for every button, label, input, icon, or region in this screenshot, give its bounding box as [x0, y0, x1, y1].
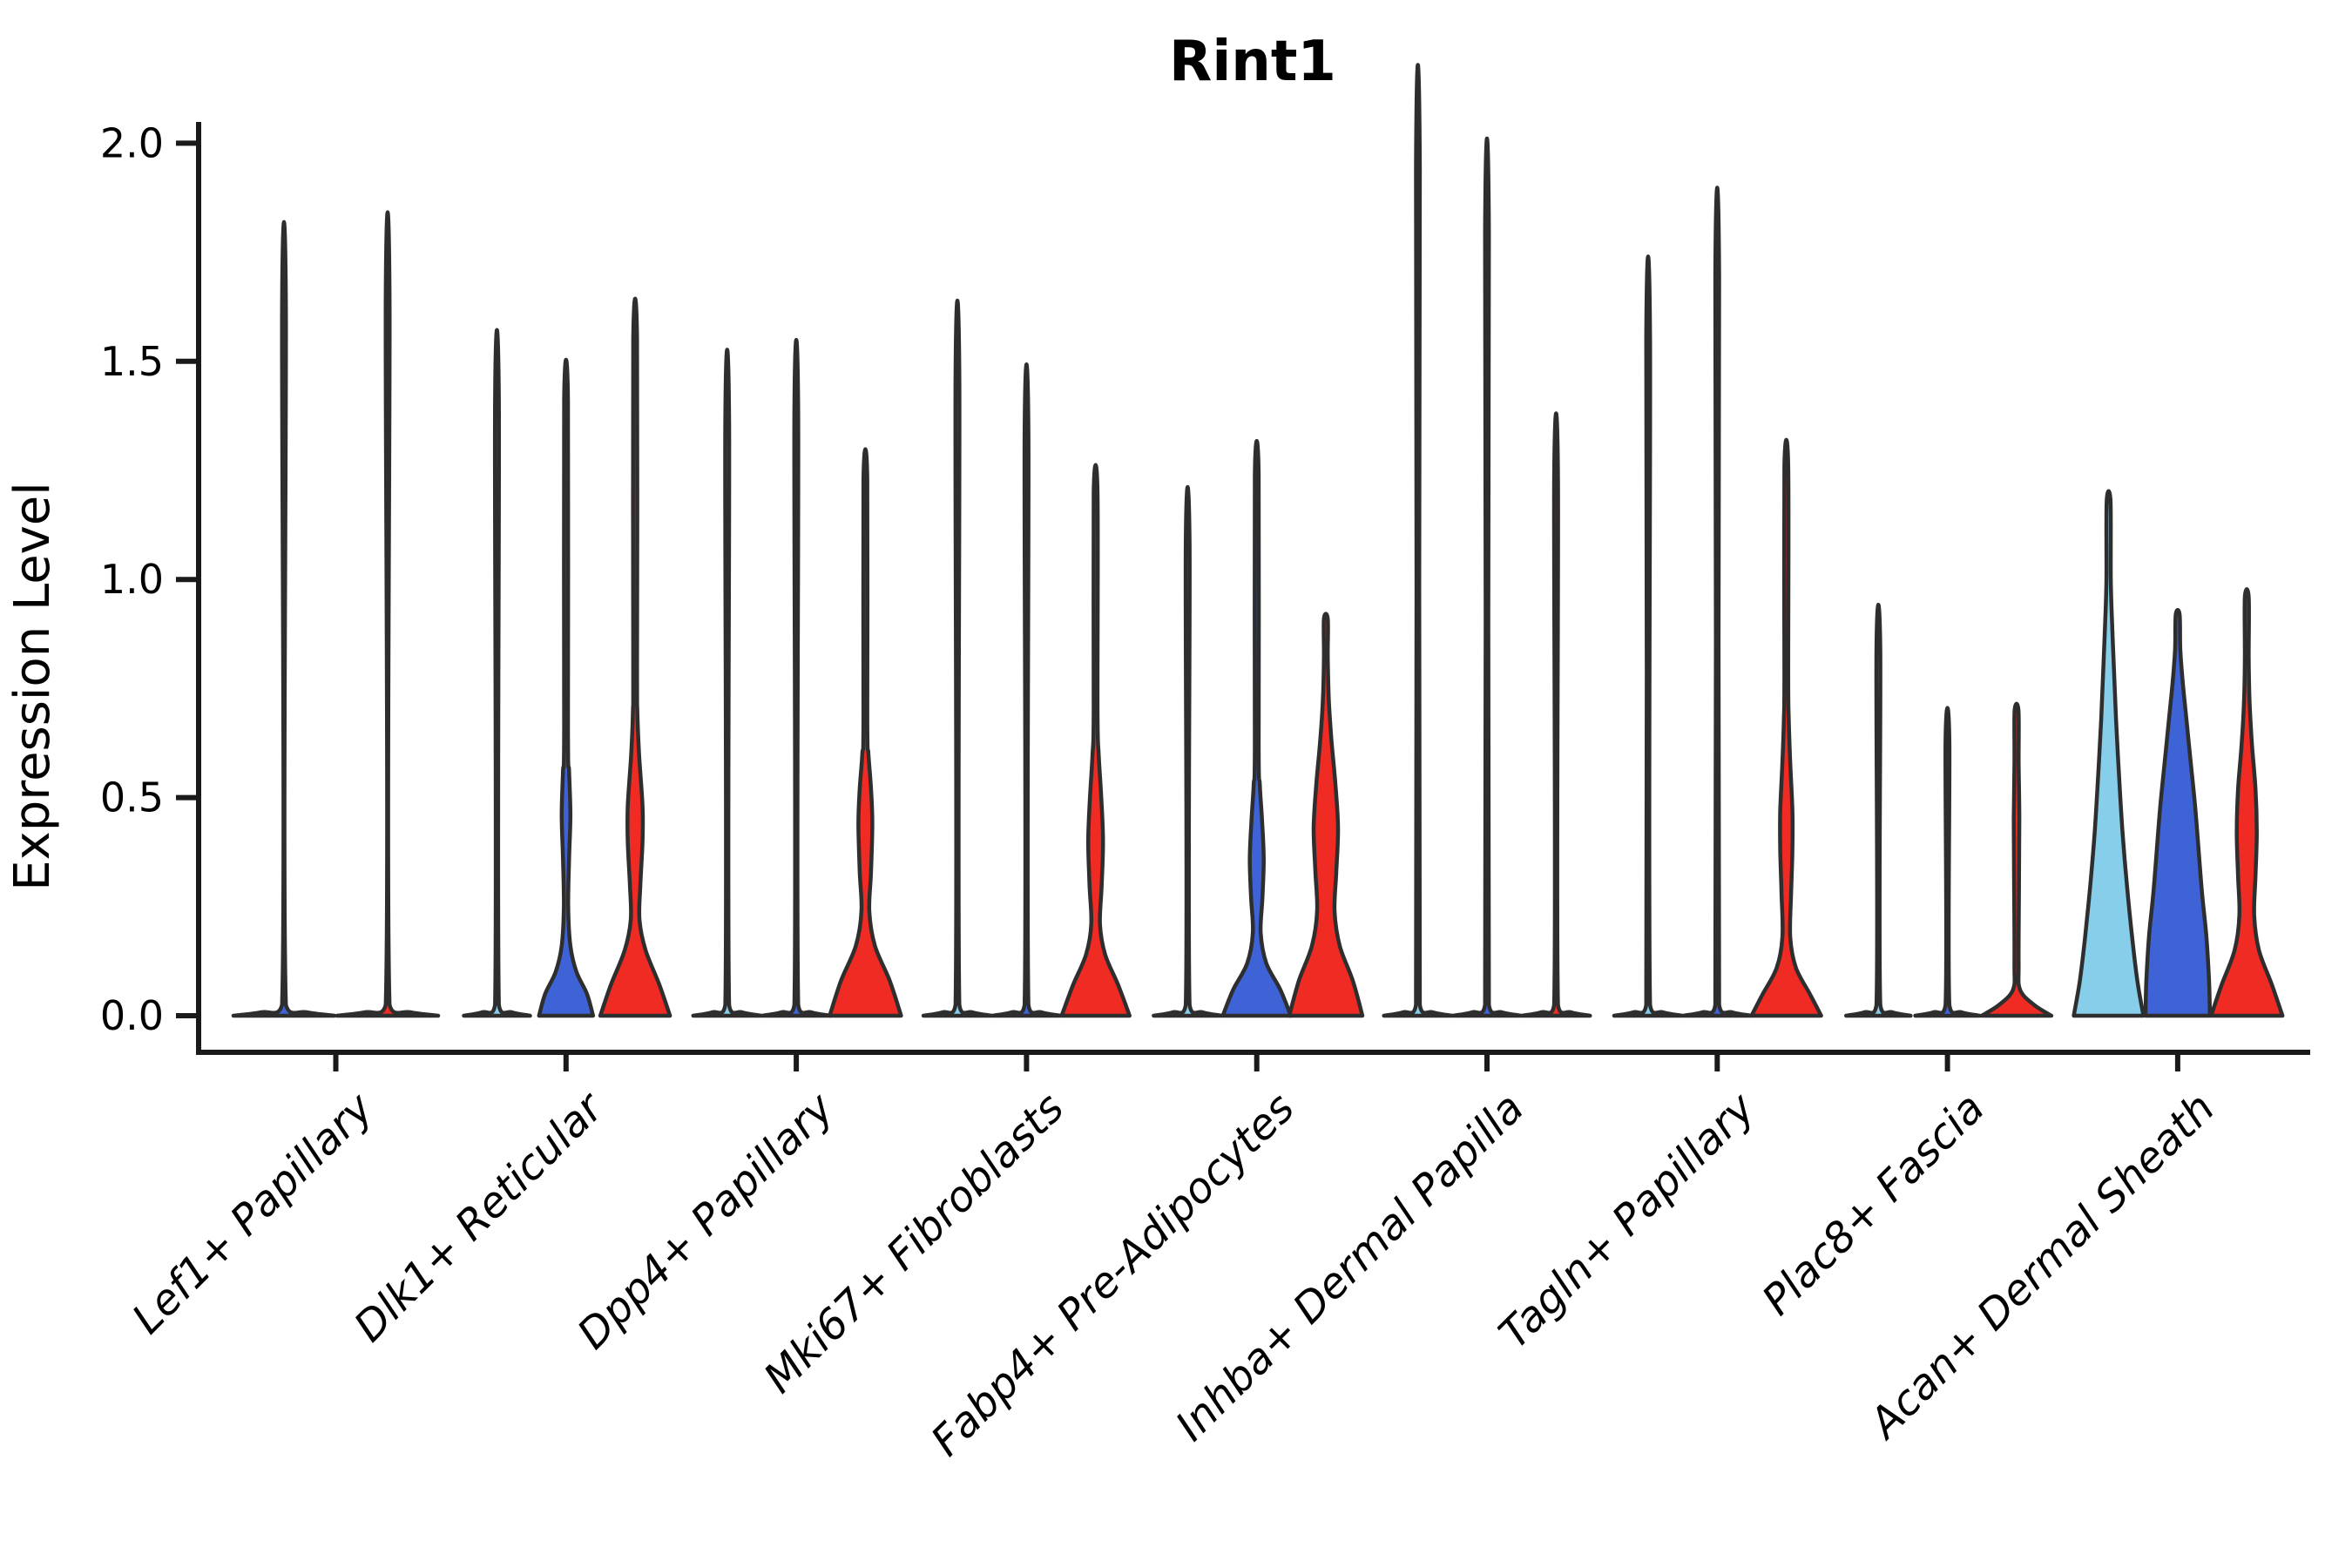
y-tick-label: 0.5	[100, 774, 164, 821]
y-tick-label: 2.0	[100, 119, 164, 166]
violin-group	[231, 210, 441, 1018]
violin-red	[828, 447, 903, 1018]
plot-title: Rint1	[1169, 30, 1336, 94]
violin-group	[2072, 489, 2285, 1018]
violin-group	[691, 337, 903, 1018]
violin-skyblue	[1382, 63, 1454, 1018]
y-axis-label: Expression Level	[4, 482, 61, 891]
violin-red	[598, 296, 672, 1018]
violin-skyblue	[2072, 489, 2146, 1018]
violin-skyblue	[462, 328, 532, 1018]
violin-blue	[1913, 706, 1982, 1018]
violin-group	[1382, 63, 1592, 1018]
violin-skyblue	[1844, 603, 1913, 1018]
violin-skyblue	[921, 298, 994, 1018]
violin-blue	[760, 337, 833, 1018]
violin-blue	[990, 362, 1063, 1018]
y-tick-label: 0.0	[100, 992, 164, 1039]
violin-red	[2208, 587, 2285, 1018]
y-tick-label: 1.0	[100, 556, 164, 603]
violin-skyblue	[1152, 484, 1224, 1018]
y-tick-label: 1.5	[100, 338, 164, 385]
violin-layer	[231, 63, 2285, 1018]
violin-group	[921, 298, 1132, 1018]
violin-skyblue	[1612, 254, 1685, 1018]
violin-blue	[537, 357, 596, 1018]
violin-red	[335, 210, 441, 1018]
violin-group	[1152, 439, 1365, 1018]
violin-red	[1979, 701, 2054, 1018]
violin-blue	[1220, 439, 1293, 1018]
violin-red	[1749, 437, 1823, 1018]
violin-group	[1844, 603, 2054, 1018]
violin-blue	[1450, 136, 1524, 1018]
violin-blue	[2143, 608, 2213, 1018]
violin-skyblue	[691, 348, 764, 1018]
violin-blue	[231, 220, 337, 1018]
violin-red	[1287, 612, 1365, 1018]
violin-group	[462, 296, 672, 1018]
violin-group	[1612, 186, 1823, 1018]
axes-layer: 0.0 0.5 1.0 1.5 2.0	[100, 119, 2310, 1071]
violin-red	[1520, 411, 1592, 1018]
violin-blue	[1681, 186, 1754, 1018]
violin-red	[1059, 463, 1132, 1018]
